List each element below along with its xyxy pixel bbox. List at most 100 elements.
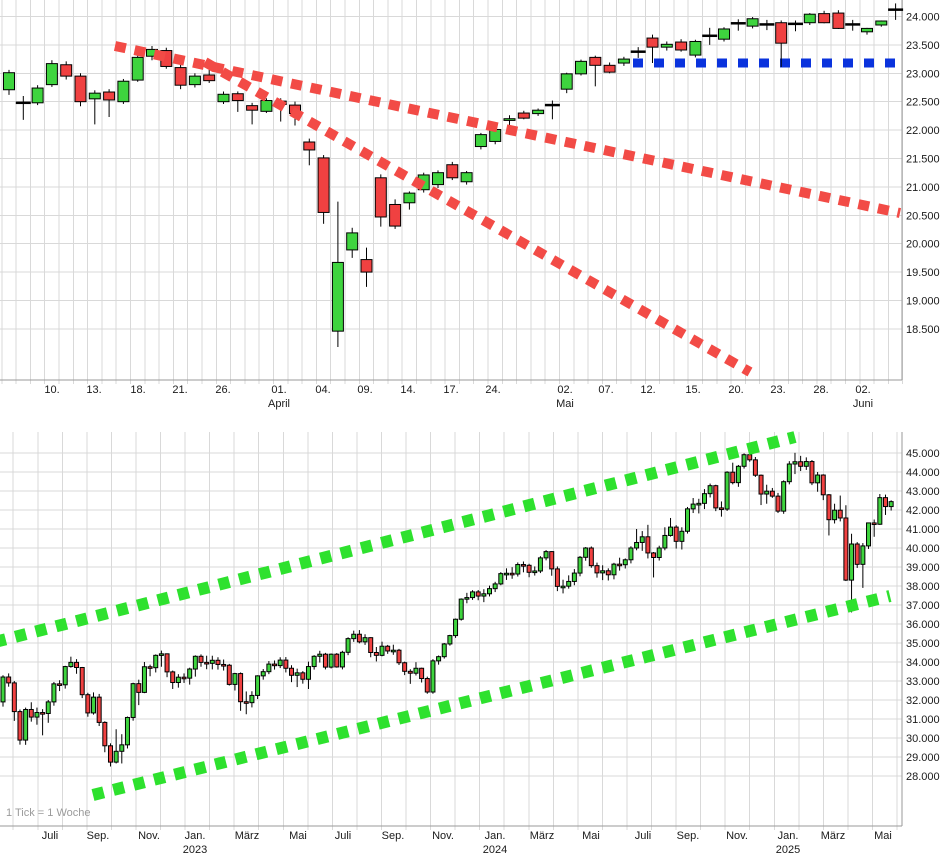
candle-up: [91, 696, 97, 714]
trendline-red-shallow: [113, 41, 902, 218]
candle-up: [875, 20, 888, 26]
candle-up: [113, 750, 119, 763]
candle-up: [628, 547, 634, 561]
candle-down: [826, 494, 832, 521]
candle-down: [17, 711, 23, 741]
axis-label: 15.: [685, 384, 700, 396]
candle-up: [639, 536, 645, 543]
candle-down: [818, 13, 831, 24]
candle-down: [617, 563, 623, 567]
candle-down: [40, 712, 46, 715]
axis-label: 40.000: [906, 543, 940, 555]
axis-label: Nov.: [138, 830, 160, 842]
axis-label: Nov.: [726, 830, 748, 842]
weekly-candlestick-chart: 45.000 44.000 43.000 42.000 41.000 40.000 39.0…: [0, 418, 941, 856]
candle-up: [305, 666, 311, 680]
candle-down: [752, 459, 758, 476]
candle-up: [192, 655, 198, 670]
candle-down: [673, 526, 679, 542]
candle-down: [57, 683, 63, 686]
candle-up: [430, 660, 436, 693]
axis-label: 20.500: [906, 210, 940, 222]
candle-down: [646, 37, 659, 48]
candle-up: [832, 509, 838, 521]
axis-label: März: [530, 830, 554, 842]
candle-down: [832, 12, 845, 29]
axis-label: Mai: [874, 830, 892, 842]
candle-up: [735, 465, 741, 484]
candle-up: [432, 172, 444, 186]
axis-label: 18.500: [906, 324, 940, 336]
candle-up: [31, 87, 44, 104]
candle-up: [260, 100, 273, 112]
axis-label: 24.000: [906, 11, 940, 23]
candle-up: [346, 232, 359, 251]
axis-label: 19.000: [906, 295, 940, 307]
axis-label: 21.000: [906, 182, 940, 194]
candle-up: [153, 654, 159, 669]
candle-up: [537, 557, 543, 572]
candle-down: [520, 564, 526, 567]
candle-up: [45, 63, 58, 86]
candle-up: [849, 543, 855, 581]
axis-label: 23.000: [906, 68, 940, 80]
axis-label: 30.000: [906, 733, 940, 745]
candle-up: [68, 661, 74, 668]
candle-down: [79, 667, 85, 696]
candle-up: [532, 570, 538, 574]
axis-label: 23.500: [906, 40, 940, 52]
candle-up: [560, 73, 573, 90]
candle-up: [130, 683, 136, 718]
axis-label: 2023: [183, 844, 207, 856]
axis-label: 09.: [357, 384, 372, 396]
channel-green-lower: [91, 590, 892, 801]
candle-down: [96, 696, 102, 723]
candle-down: [317, 157, 330, 213]
candle-up: [662, 534, 668, 549]
candle-up: [119, 744, 125, 752]
candle-down: [402, 662, 408, 672]
candle-up: [481, 593, 487, 597]
candle-down: [713, 485, 719, 509]
axis-label: Juli: [335, 830, 352, 842]
axis-label: 45.000: [906, 448, 940, 460]
axis-label: 17.: [443, 384, 458, 396]
axis-label: Jan.: [185, 830, 206, 842]
candle-up: [617, 58, 630, 64]
candle-up: [515, 564, 521, 575]
candle-up: [764, 490, 770, 495]
candle-up: [311, 655, 317, 668]
candle-down: [6, 676, 12, 684]
candle-down: [769, 490, 775, 497]
candle-up: [503, 118, 516, 121]
axis-label: Juli: [635, 830, 652, 842]
candle-down: [526, 564, 532, 573]
axis-label: 2024: [483, 844, 507, 856]
candle-up: [447, 635, 453, 645]
candle-up: [141, 666, 147, 693]
candle-down: [85, 694, 91, 714]
axis-label: 21.: [172, 384, 187, 396]
candle-down: [11, 682, 17, 713]
candle-down: [289, 667, 295, 676]
candle-down: [374, 177, 387, 218]
candle-up: [328, 653, 334, 668]
axis-label: Juni: [853, 398, 873, 410]
axis-label: 42.000: [906, 505, 940, 517]
candle-down: [203, 74, 216, 82]
axis-label: 22.500: [906, 97, 940, 109]
grid: [0, 0, 904, 384]
axis-label: 34.000: [906, 657, 940, 669]
axis-label: Mai: [289, 830, 307, 842]
candle-up: [232, 673, 238, 685]
candle-down: [174, 67, 187, 86]
candle-up: [724, 471, 730, 510]
candle-down: [798, 461, 804, 467]
candle-up: [786, 463, 792, 483]
candle-down: [419, 667, 425, 680]
candle-down: [675, 41, 688, 51]
candle-up: [690, 503, 696, 510]
candle-up: [781, 481, 787, 512]
candle-down: [396, 649, 402, 664]
